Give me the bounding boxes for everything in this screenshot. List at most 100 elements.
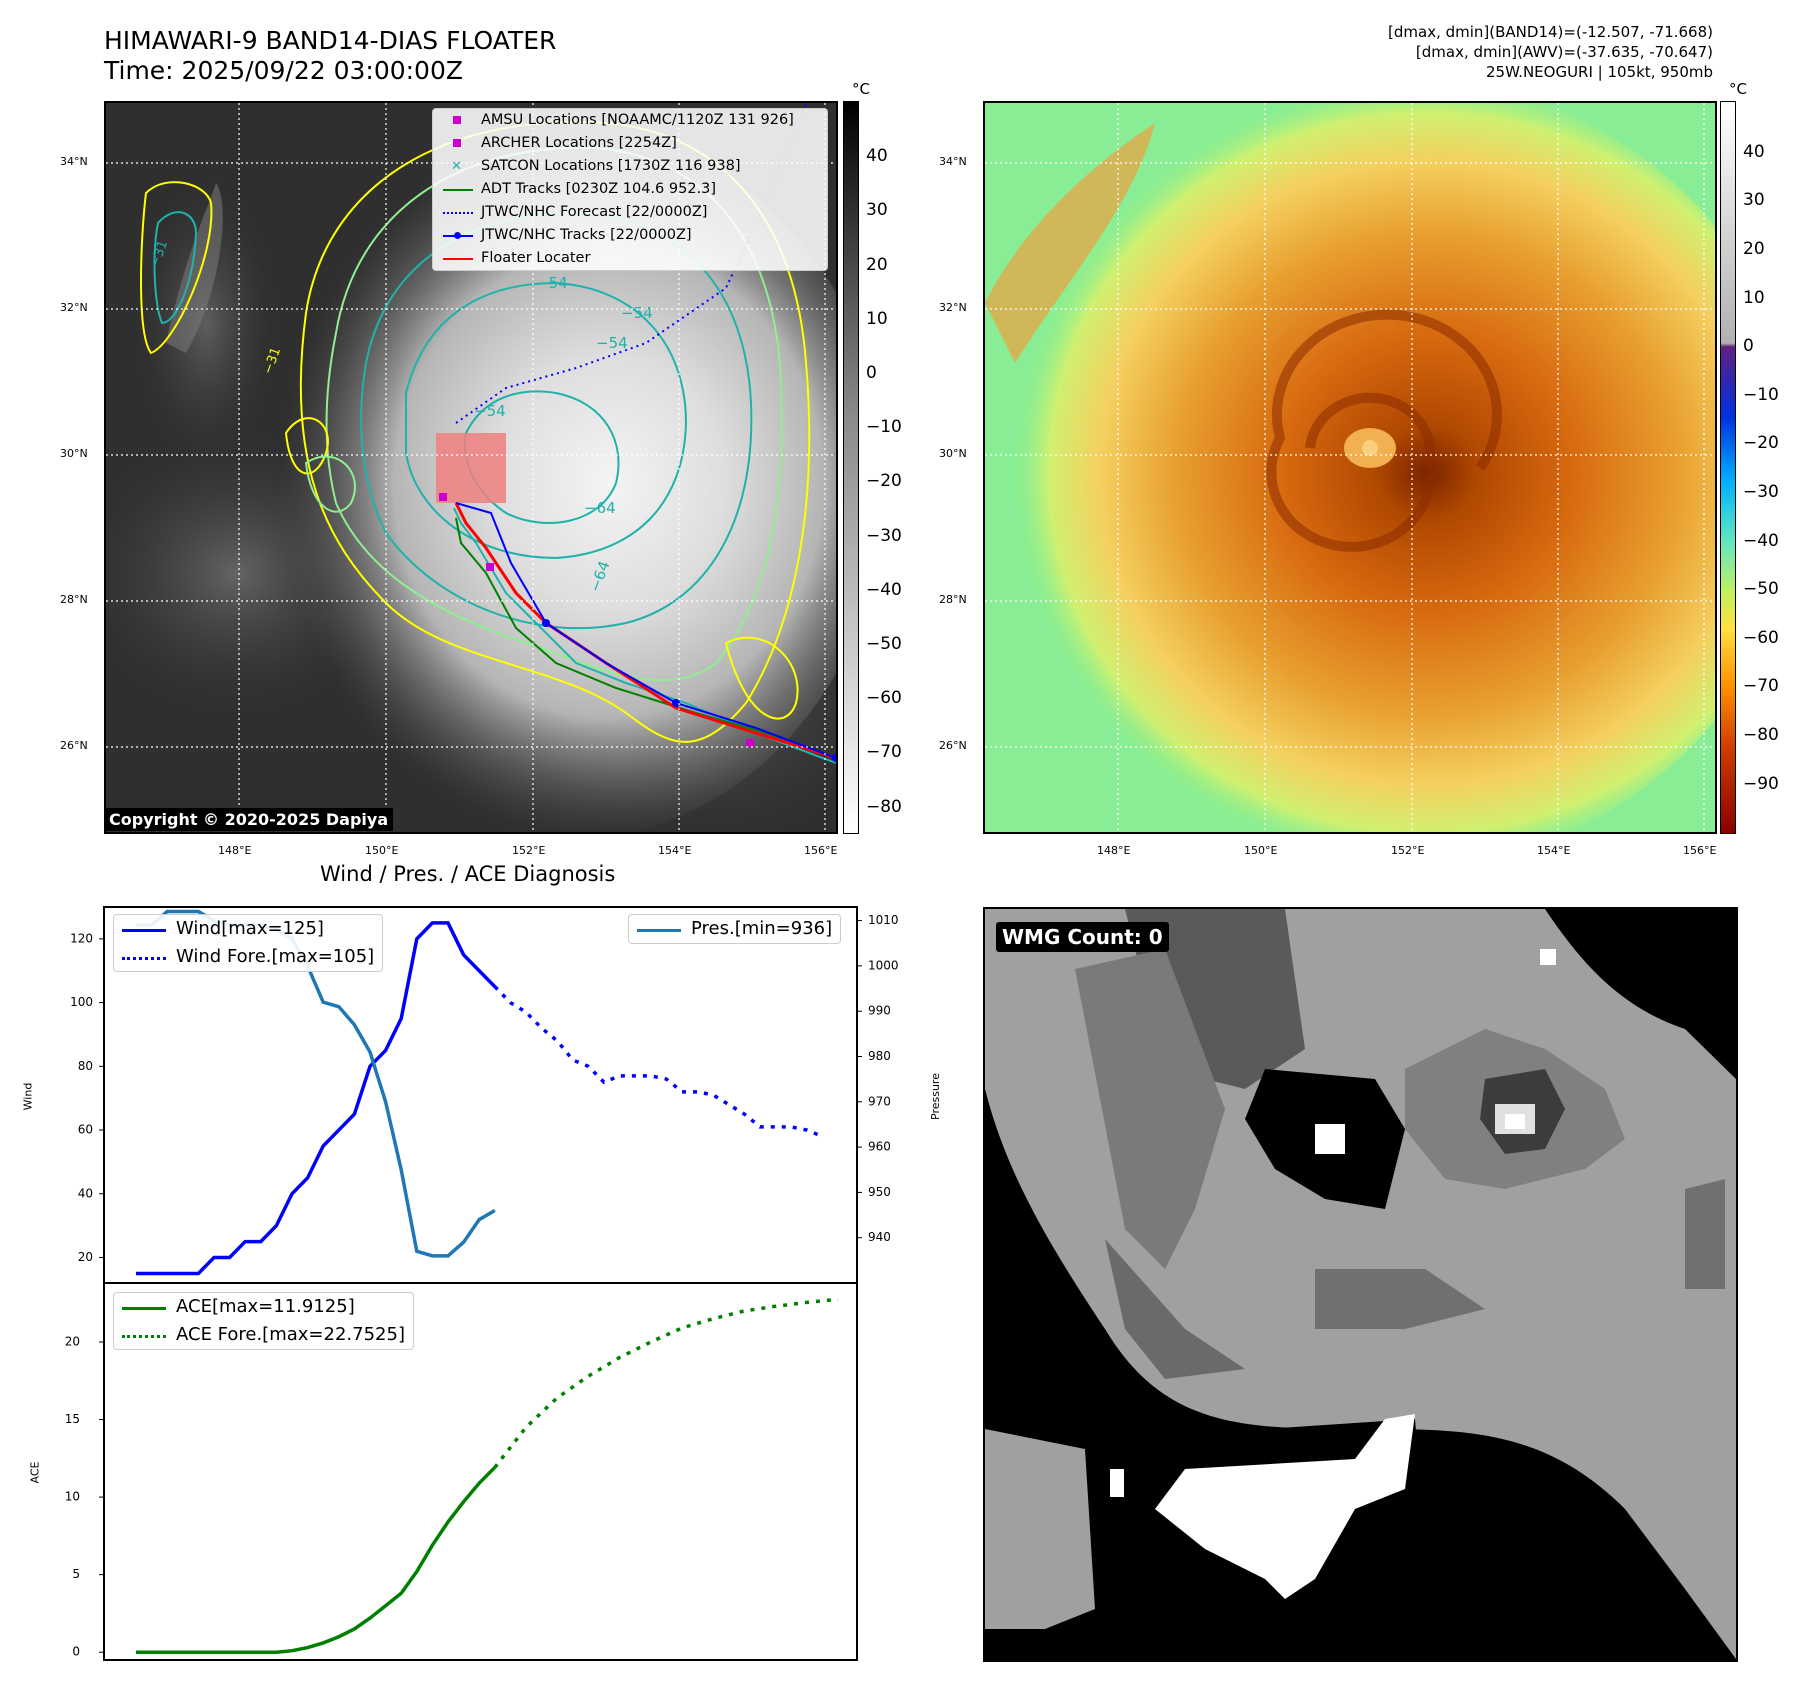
wmg-panel bbox=[983, 907, 1738, 1662]
lat-label: 30°N bbox=[939, 447, 967, 460]
jtwc-forecast-track bbox=[455, 103, 807, 424]
awv-colorbar-tick: −80 bbox=[1743, 725, 1779, 745]
ir-colorbar bbox=[843, 101, 859, 834]
legend-label: Floater Locater bbox=[481, 250, 591, 266]
lon-label: 156°E bbox=[804, 844, 838, 857]
pressure-tick-label: 960 bbox=[868, 1140, 891, 1154]
awv-colorbar-tick: 0 bbox=[1743, 336, 1754, 356]
solid-line-icon bbox=[443, 189, 473, 191]
awv-colorbar-tick: 30 bbox=[1743, 190, 1765, 210]
legend-item: ✕ SATCON Locations [1730Z 116 938] bbox=[433, 155, 827, 178]
ir-colorbar-tick: 0 bbox=[866, 363, 877, 383]
legend-item: ACE Fore.[max=22.7525] bbox=[114, 1321, 413, 1349]
ir-satellite-panel: −54 −54 −54 −54 −64 −64 −31 −31 bbox=[104, 101, 838, 834]
legend-label: ACE[max=11.9125] bbox=[176, 1296, 355, 1317]
legend-label: Wind Fore.[max=105] bbox=[176, 946, 375, 967]
dot-marker-icon bbox=[454, 232, 461, 239]
legend-item: JTWC/NHC Tracks [22/0000Z] bbox=[433, 224, 827, 247]
solid-line-icon bbox=[122, 929, 166, 932]
lon-label: 148°E bbox=[1097, 844, 1131, 857]
ir-colorbar-tick: −30 bbox=[866, 526, 902, 546]
lon-label: 154°E bbox=[658, 844, 692, 857]
lon-label: 150°E bbox=[365, 844, 399, 857]
lon-label: 156°E bbox=[1683, 844, 1717, 857]
square-marker-icon bbox=[453, 139, 461, 147]
legend-label: SATCON Locations [1730Z 116 938] bbox=[481, 158, 741, 174]
awv-colorbar-tick: −60 bbox=[1743, 628, 1779, 648]
contour-label: −54 bbox=[621, 304, 653, 322]
ace-axes-frame bbox=[103, 1282, 858, 1661]
ace-tick-label: 20 bbox=[65, 1334, 80, 1348]
ir-colorbar-tick: 40 bbox=[866, 146, 888, 166]
contour-label: −54 bbox=[596, 334, 628, 352]
pressure-legend: Pres.[min=936] bbox=[628, 914, 842, 944]
main-title: HIMAWARI-9 BAND14-DIAS FLOATER Time: 202… bbox=[104, 26, 556, 86]
wmg-count-label: WMG Count: 0 bbox=[996, 922, 1169, 952]
ir-colorbar-tick: −80 bbox=[866, 797, 902, 817]
awv-colorbar-tick: −70 bbox=[1743, 676, 1779, 696]
archer-marker bbox=[486, 563, 494, 571]
series-line-0 bbox=[136, 921, 497, 1276]
adt-track bbox=[455, 517, 836, 759]
awv-colorbar-tick: −50 bbox=[1743, 579, 1779, 599]
awv-colorbar-tick: −30 bbox=[1743, 482, 1779, 502]
wind-tick-label: 60 bbox=[78, 1123, 93, 1137]
ir-legend: AMSU Locations [NOAAMC/1120Z 131 926] AR… bbox=[432, 108, 828, 271]
dotted-line-icon bbox=[443, 212, 473, 214]
square-marker-icon bbox=[453, 116, 461, 124]
ir-colorbar-tick: 10 bbox=[866, 309, 888, 329]
dotted-line-icon bbox=[122, 1335, 166, 1338]
pressure-tick-label: 950 bbox=[868, 1185, 891, 1199]
ir-colorbar-tick: −20 bbox=[866, 471, 902, 491]
wind-tick-label: 20 bbox=[78, 1250, 93, 1264]
ir-colorbar-tick: −40 bbox=[866, 580, 902, 600]
pressure-tick-label: 990 bbox=[868, 1004, 891, 1018]
ace-tick-label: 5 bbox=[72, 1567, 80, 1581]
awv-colorbar-tick: −10 bbox=[1743, 385, 1779, 405]
legend-label: AMSU Locations [NOAAMC/1120Z 131 926] bbox=[481, 112, 794, 128]
wind-tick-label: 80 bbox=[78, 1059, 93, 1073]
ace-tick-label: 10 bbox=[65, 1490, 80, 1504]
lon-label: 154°E bbox=[1537, 844, 1571, 857]
ir-colorbar-tick: −50 bbox=[866, 634, 902, 654]
ir-colorbar-tick: −10 bbox=[866, 417, 902, 437]
pressure-tick-label: 1010 bbox=[868, 913, 899, 927]
contour-label: −54 bbox=[536, 274, 568, 292]
ir-colorbar-tick: 20 bbox=[866, 255, 888, 275]
amsu-marker bbox=[746, 739, 754, 747]
lon-label: 152°E bbox=[1391, 844, 1425, 857]
title-line-2: Time: 2025/09/22 03:00:00Z bbox=[104, 56, 463, 85]
wind-legend: Wind[max=125] Wind Fore.[max=105] bbox=[113, 914, 384, 972]
pressure-tick-label: 980 bbox=[868, 1049, 891, 1063]
legend-item: ADT Tracks [0230Z 104.6 952.3] bbox=[433, 178, 827, 201]
amsu-marker bbox=[439, 493, 447, 501]
ace-tick-label: 15 bbox=[65, 1412, 80, 1426]
info-line-1: [dmax, dmin](BAND14)=(-12.507, -71.668) bbox=[1388, 23, 1713, 41]
ace-series-line-0 bbox=[136, 1466, 497, 1654]
ir-colorbar-tick: 30 bbox=[866, 200, 888, 220]
lon-label: 148°E bbox=[218, 844, 252, 857]
jtwc-track-point bbox=[672, 699, 680, 707]
legend-label: Wind[max=125] bbox=[176, 918, 324, 939]
map-gridlines bbox=[985, 103, 1715, 832]
ir-colorbar-tick: −70 bbox=[866, 742, 902, 762]
jtwc-track bbox=[455, 502, 836, 759]
lat-label: 28°N bbox=[60, 593, 88, 606]
legend-item: ACE[max=11.9125] bbox=[114, 1293, 413, 1321]
awv-colorbar-tick: −90 bbox=[1743, 774, 1779, 794]
awv-colorbar-unit: °C bbox=[1729, 80, 1747, 98]
ace-tick-label: 0 bbox=[72, 1645, 80, 1659]
pressure-axis-label: Pressure bbox=[928, 1073, 942, 1120]
title-line-1: HIMAWARI-9 BAND14-DIAS FLOATER bbox=[104, 26, 557, 55]
legend-label: JTWC/NHC Forecast [22/0000Z] bbox=[481, 204, 708, 220]
pressure-tick-label: 970 bbox=[868, 1094, 891, 1108]
wmg-image bbox=[985, 909, 1736, 1659]
jtwc-track-point bbox=[542, 619, 550, 627]
legend-item: AMSU Locations [NOAAMC/1120Z 131 926] bbox=[433, 109, 827, 132]
legend-item: Floater Locater bbox=[433, 247, 827, 270]
lat-label: 32°N bbox=[939, 301, 967, 314]
ace-series-line-1 bbox=[493, 1297, 839, 1469]
lat-label: 34°N bbox=[60, 155, 88, 168]
wind-axis-label: Wind bbox=[21, 1082, 35, 1111]
awv-colorbar-tick: 40 bbox=[1743, 142, 1765, 162]
